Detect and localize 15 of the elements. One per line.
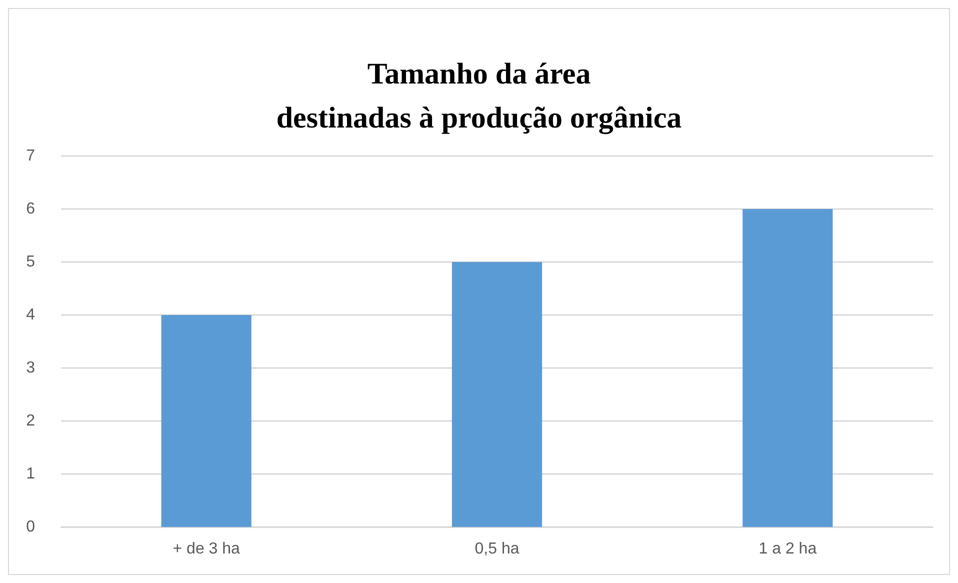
- y-tick-label: 3: [26, 360, 36, 376]
- y-tick-label: 4: [26, 306, 36, 324]
- bar: [452, 262, 542, 527]
- x-tick-label: 0,5 ha: [474, 540, 520, 558]
- y-tick-label: 2: [26, 412, 36, 430]
- y-tick-label: 1: [26, 466, 36, 482]
- chart-title: Tamanho da área destinadas à produção orgânica: [276, 58, 682, 134]
- x-tick-label: + de 3 ha: [172, 540, 240, 558]
- y-tick-label: 7: [26, 148, 36, 164]
- bar: [161, 315, 252, 527]
- y-tick-label: 0: [26, 518, 36, 536]
- x-tick-label: 1 a 2 ha: [758, 540, 817, 558]
- y-tick-label: 6: [26, 200, 36, 218]
- bar: [742, 209, 833, 527]
- y-tick-label: 5: [26, 254, 36, 270]
